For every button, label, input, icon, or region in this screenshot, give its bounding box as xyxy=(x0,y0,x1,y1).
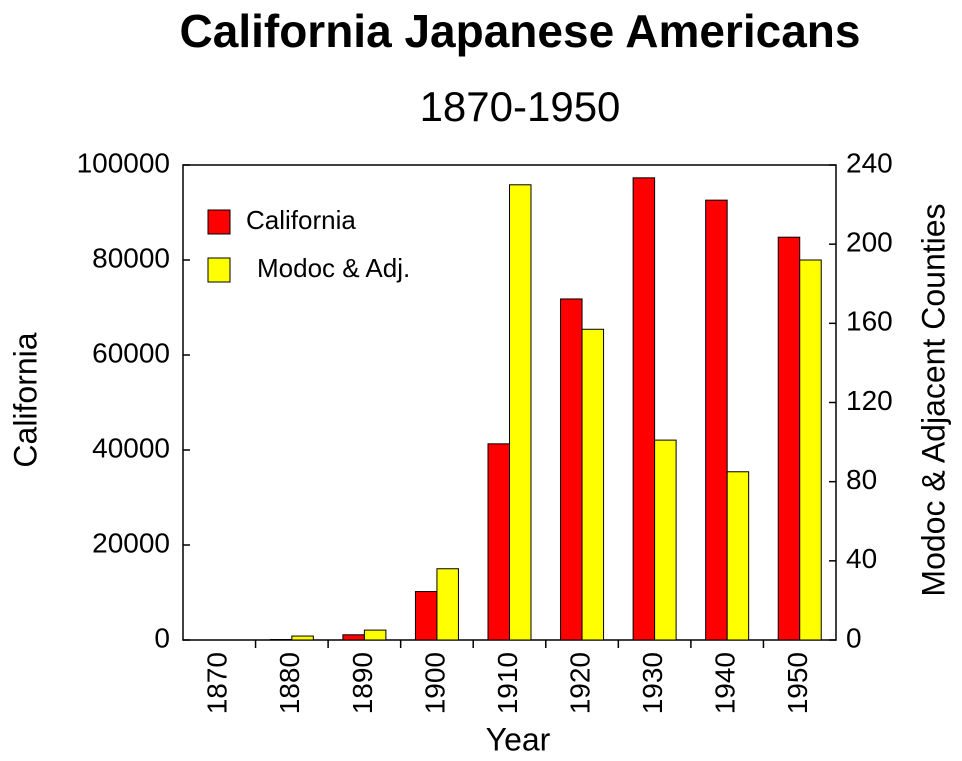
legend-label: California xyxy=(246,205,356,235)
bar xyxy=(342,634,365,641)
legend-label: Modoc & Adj. xyxy=(257,253,410,283)
y-tick-label: 20000 xyxy=(92,527,170,558)
y2-tick-label: 0 xyxy=(846,622,862,653)
bar xyxy=(560,298,583,641)
y-tick-label: 60000 xyxy=(92,337,170,368)
x-tick-label: 1870 xyxy=(202,652,233,714)
y-tick-label: 40000 xyxy=(92,432,170,463)
y-tick-label: 80000 xyxy=(92,242,170,273)
bar xyxy=(291,635,314,641)
chart-subtitle: 1870-1950 xyxy=(420,83,621,130)
y-tick-label: 100000 xyxy=(77,147,170,178)
x-tick-label: 1900 xyxy=(419,652,450,714)
y2-tick-label: 240 xyxy=(846,147,893,178)
y2-tick-label: 160 xyxy=(846,306,893,337)
bar xyxy=(581,328,605,641)
chart-title: California Japanese Americans xyxy=(180,5,861,57)
x-tick-label: 1950 xyxy=(782,652,813,714)
y2-axis-label: Modoc & Adjacent Counties xyxy=(915,203,951,596)
x-tick-label: 1910 xyxy=(492,652,523,714)
bar xyxy=(777,236,801,641)
bar xyxy=(363,629,387,641)
legend-swatch xyxy=(207,257,231,283)
bar xyxy=(799,259,822,641)
bar xyxy=(436,568,459,641)
x-tick-label: 1930 xyxy=(637,652,668,714)
y2-tick-label: 40 xyxy=(846,543,877,574)
x-tick-label: 1890 xyxy=(347,652,378,714)
bar xyxy=(726,471,750,641)
x-tick-label: 1920 xyxy=(564,652,595,714)
y2-tick-label: 200 xyxy=(846,227,893,258)
legend-swatch xyxy=(207,209,231,235)
y-tick-label: 0 xyxy=(154,622,170,653)
x-axis-label: Year xyxy=(486,721,551,757)
y2-tick-label: 80 xyxy=(846,464,877,495)
bar xyxy=(632,177,656,641)
bar xyxy=(487,443,510,641)
bar xyxy=(705,199,728,641)
y-axis-label: California xyxy=(7,332,43,467)
bar xyxy=(414,591,438,641)
x-tick-label: 1880 xyxy=(274,652,305,714)
y2-tick-label: 120 xyxy=(846,385,893,416)
bar xyxy=(509,184,532,641)
bar xyxy=(654,439,677,641)
x-tick-label: 1940 xyxy=(710,652,741,714)
